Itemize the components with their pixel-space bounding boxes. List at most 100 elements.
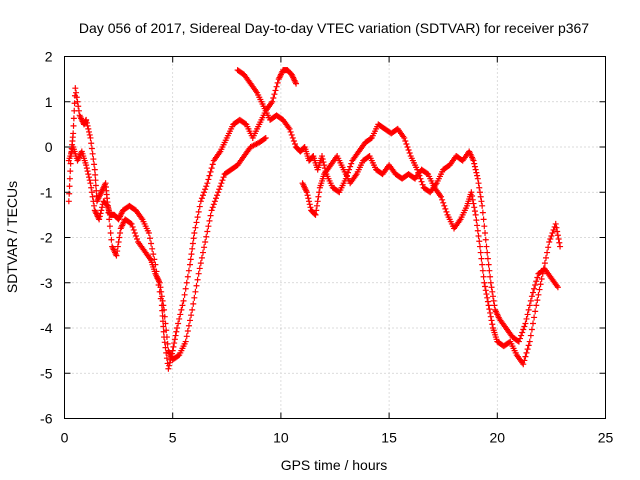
data-point [165, 365, 172, 372]
data-point-dense [86, 174, 93, 181]
data-point-dense [185, 267, 192, 274]
data-point-dense [193, 282, 200, 289]
data-point [113, 252, 120, 259]
data-point [522, 320, 529, 327]
y-tick-label: -3 [40, 275, 53, 291]
data-point-dense [75, 103, 82, 110]
data-point-dense [479, 267, 486, 274]
data-point [145, 229, 152, 236]
data-point-dense [347, 163, 354, 170]
data-point-dense [525, 342, 532, 349]
data-point-dense [182, 285, 189, 292]
data-point-dense [170, 343, 177, 350]
data-point-dense [439, 196, 446, 203]
data-point-dense [201, 189, 208, 196]
data-point [468, 189, 475, 196]
data-point-dense [207, 212, 214, 219]
data-point [474, 175, 481, 182]
data-point-dense [553, 224, 560, 231]
data-point-dense [163, 327, 170, 334]
data-point-dense [404, 144, 411, 150]
data-point-dense [538, 275, 545, 282]
data-point-dense [91, 202, 98, 209]
data-point-dense [70, 122, 77, 129]
data-point-dense [314, 198, 321, 205]
data-point-dense [194, 214, 201, 221]
data-point-dense [149, 245, 156, 252]
data-point-dense [471, 204, 478, 211]
data-point-dense [162, 320, 169, 327]
data-point-dense [533, 278, 540, 285]
data-point [520, 361, 527, 368]
data-point-dense [488, 284, 495, 291]
data-point-dense [442, 205, 449, 212]
data-point-dense [472, 166, 479, 173]
data-point-dense [115, 239, 122, 246]
data-point-dense [469, 193, 476, 200]
data-point [87, 134, 94, 141]
data-point-dense [83, 165, 90, 172]
data-point-dense [67, 160, 74, 167]
data-point-dense [487, 273, 494, 280]
data-point-dense [261, 135, 268, 142]
data-point-dense [181, 291, 188, 298]
data-point [182, 338, 189, 345]
y-axis-label: SDTVAR / TECUs [4, 181, 20, 293]
data-point-dense [207, 168, 214, 175]
data-point-dense [482, 236, 489, 243]
data-point-dense [199, 192, 206, 199]
data-point-dense [534, 297, 541, 304]
data-point-dense [187, 317, 194, 324]
y-tick-label: -2 [40, 230, 53, 246]
data-point-dense [106, 223, 113, 230]
data-point [481, 279, 488, 286]
data-point [189, 306, 196, 313]
data-point-dense [402, 137, 409, 144]
data-point-dense [527, 297, 534, 304]
data-point-dense [219, 177, 226, 184]
data-point-dense [346, 166, 353, 173]
data-point-dense [84, 122, 91, 129]
data-point-dense [108, 236, 115, 243]
data-point-dense [96, 213, 103, 220]
y-tick-label: -6 [40, 411, 53, 427]
data-point-dense [544, 249, 551, 256]
data-point-dense [556, 239, 563, 246]
data-point [187, 261, 194, 268]
data-point-dense [477, 193, 484, 200]
y-tick-label: -5 [40, 365, 53, 381]
data-point-dense [189, 245, 196, 252]
data-point-dense [88, 189, 95, 196]
data-point-dense [541, 260, 548, 267]
data-point-dense [175, 320, 182, 327]
data-point-dense [419, 181, 426, 188]
data-point [557, 243, 564, 250]
data-point-dense [192, 288, 199, 295]
data-point [286, 125, 293, 132]
data-point [191, 229, 198, 236]
data-point-dense [535, 291, 542, 298]
data-point-dense [176, 315, 183, 322]
data-point-dense [198, 195, 205, 202]
data-point-dense [532, 282, 539, 289]
data-point [215, 189, 222, 196]
data-point [476, 243, 483, 250]
data-point-dense [443, 208, 450, 215]
data-point-dense [536, 286, 543, 293]
data-point-dense [150, 251, 157, 258]
data-point-dense [474, 172, 481, 179]
data-point-dense [85, 171, 92, 178]
data-point-dense [471, 163, 478, 170]
data-point-dense [521, 357, 528, 364]
data-point-dense [89, 150, 96, 157]
data-point-dense [554, 228, 561, 235]
series-3 [234, 67, 561, 345]
data-point-dense [166, 362, 173, 369]
data-point-dense [418, 178, 425, 185]
data-point-dense [208, 165, 215, 172]
data-point-dense [273, 83, 280, 90]
data-point-dense [198, 254, 205, 261]
y-tick-label: -1 [40, 184, 53, 200]
data-point [161, 306, 168, 313]
data-point-dense [209, 161, 216, 168]
